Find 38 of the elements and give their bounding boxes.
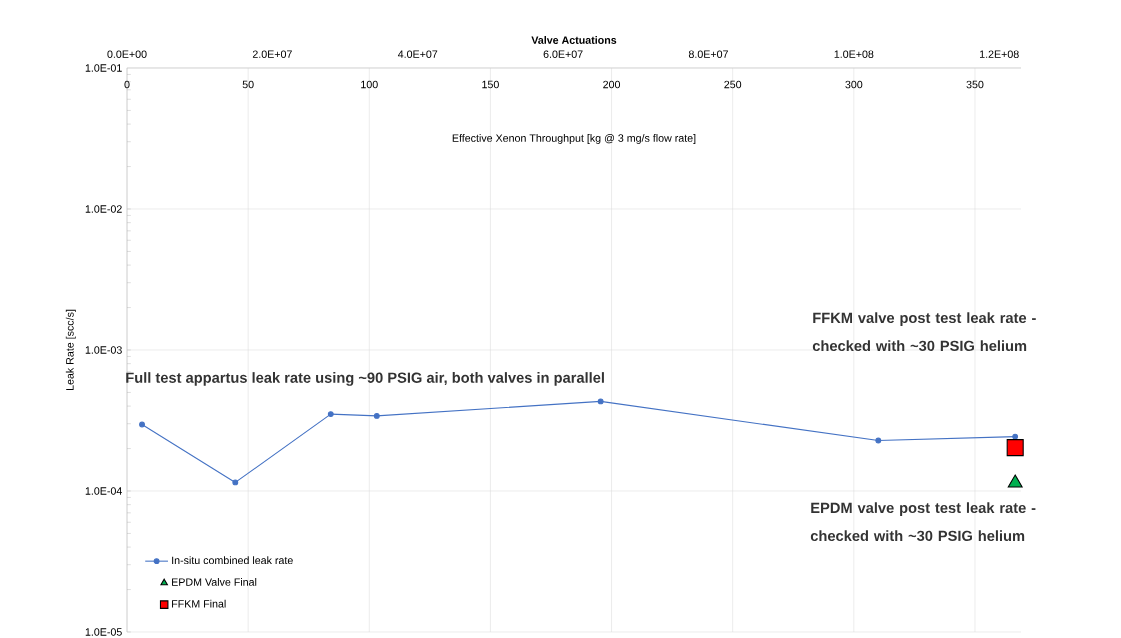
point [597,398,604,405]
x2-tick-label: 2.0E+07 [252,50,292,58]
x-tick-label: 100 [361,80,378,89]
x-tick-label: 50 [242,80,254,89]
legend-label: FFKM Final [172,599,226,608]
legend-label: In-situ combined leak rate [172,556,293,565]
annotation: Full test appartus leak rate using ~90 PSIG air, both valves in parallel [126,372,604,386]
x-axis-title: Effective Xenon Throughput [kg @ 3 mg/s flow rate] [452,134,696,144]
x2-axis-title: Valve Actuations [531,36,617,44]
point [875,437,882,444]
annotation: EPDM valve post test leak rate - checked with ~30 PSIG helium [810,502,1036,542]
point [139,421,145,428]
y-tick-label: 1.0E-02 [85,205,122,213]
x2-tick-label: 6.0E+07 [543,50,583,58]
x-tick-label: 150 [482,80,499,89]
x2-tick-label: 1.0E+08 [834,50,874,58]
x-tick-label: 0 [124,80,130,89]
x2-tick-label: 8.0E+07 [688,50,728,58]
y-tick-label: 1.0E-04 [85,487,122,495]
x2-tick-label: 1.2E+08 [979,50,1019,58]
legend-label: EPDM Valve Final [172,578,257,586]
x2-tick-label: 4.0E+07 [397,50,438,58]
point [1006,439,1024,457]
point [1007,474,1023,488]
x-tick-label: 300 [845,80,863,89]
x-tick-label: 200 [603,80,621,89]
x-tick-label: 350 [966,80,984,89]
point [1012,433,1019,440]
annotation: FFKM valve post test leak rate - checked with ~30 PSIG helium [812,312,1036,352]
y-tick-label: 1.0E-05 [85,628,122,636]
point [232,479,239,486]
y-tick-label: 1.0E-01 [85,64,122,72]
x-tick-label: 250 [724,80,742,89]
x2-tick-label: 0.0E+00 [107,50,147,58]
point [327,411,334,418]
y-tick-label: 1.0E-03 [85,346,122,354]
y-axis-title: Leak Rate [scc/s] [65,309,76,391]
point [373,412,380,419]
